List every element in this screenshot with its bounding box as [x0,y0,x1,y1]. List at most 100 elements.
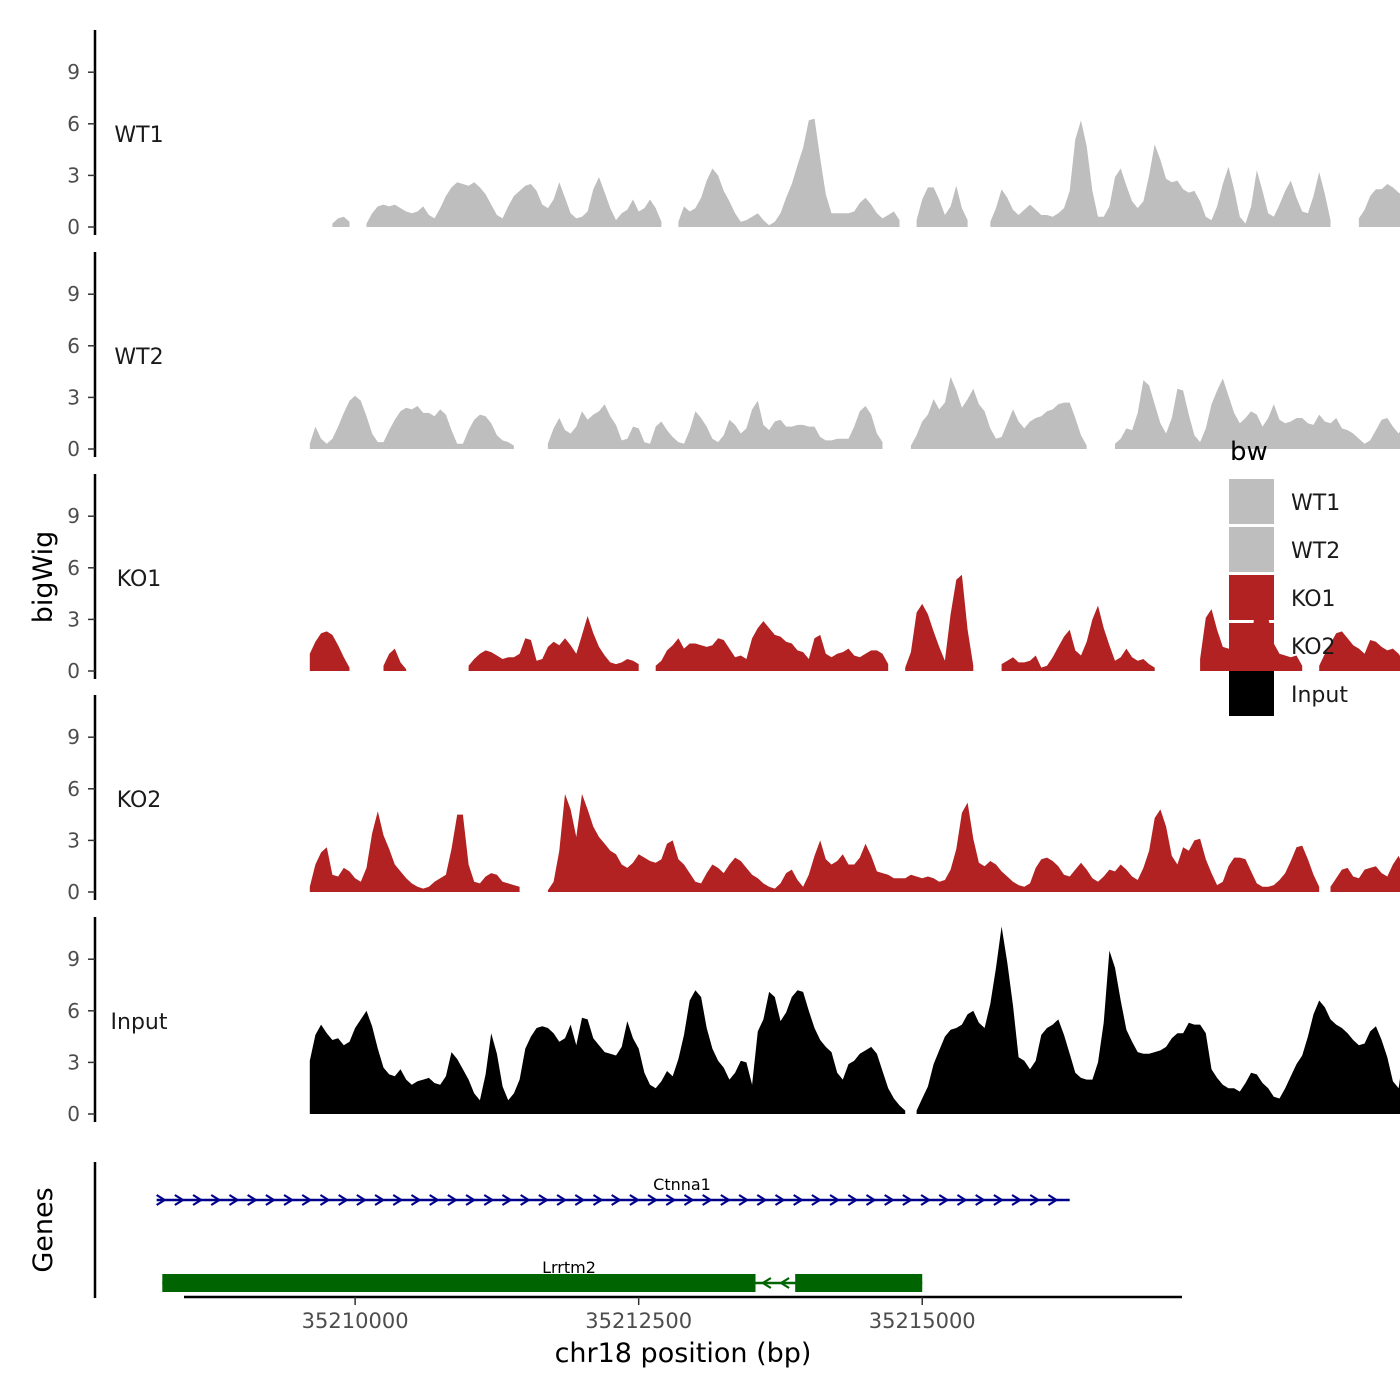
coverage-area [468,616,639,671]
y-tick-label: 3 [67,163,80,187]
track-ko2: 0 3 6 9 KO2 [67,695,1400,904]
strand-arrow [760,1277,772,1289]
coverage-area [309,811,520,892]
track-label: WT2 [114,345,163,370]
legend-label: WT2 [1291,539,1340,564]
x-axis: 35210000 35212500 35215000 [184,1295,1182,1333]
strand-arrow [975,1194,986,1206]
y-tick-label: 0 [67,880,80,904]
strand-arrow [1011,1194,1023,1206]
strand-arrow [665,1194,677,1206]
legend-swatch [1229,623,1274,668]
coverage-tracks: 0 3 6 9 WT1 0 3 6 9 WT2 0 3 6 9 KO1 0 3 6 9 KO2 0 3 6 9 Input [67,30,1400,1126]
legend-label: KO2 [1291,635,1336,660]
y-tick-label: 0 [67,437,80,461]
strand-arrow [301,1194,313,1206]
strand-arrow [756,1194,768,1206]
strand-arrow [720,1194,731,1206]
track-input: 0 3 6 9 Input [67,917,1400,1126]
y-tick-label: 0 [67,215,80,239]
track-label: KO1 [117,567,162,592]
track-label: Input [111,1010,168,1035]
gene-track: Ctnna1 Lrrtm2 [93,1162,1070,1298]
legend-label: Input [1291,683,1348,708]
legend-label: KO1 [1291,587,1336,612]
legend-swatch [1229,479,1274,524]
strand-arrow [629,1194,640,1206]
strand-arrow [392,1194,404,1206]
strand-arrow [283,1194,295,1206]
y-axis-title: bigWig [28,531,59,624]
strand-arrow [501,1194,513,1206]
track-wt2: 0 3 6 9 WT2 [67,252,1400,461]
coverage-area [910,376,1087,449]
y-tick-label: 6 [67,556,80,580]
y-tick-label: 6 [67,112,80,136]
strand-arrow [774,1194,786,1206]
coverage-area [309,990,906,1114]
y-tick-label: 9 [67,282,80,306]
legend: WT1 WT2 KO1 KO2 Input [1229,479,1348,716]
strand-arrow [156,1194,167,1206]
gene-label: Lrrtm2 [542,1258,596,1277]
strand-arrow [174,1194,185,1206]
strand-arrow [647,1194,659,1206]
coverage-area [1330,855,1400,892]
gene-ctnna1: Ctnna1 [156,1175,1070,1206]
y-tick-label: 3 [67,385,80,409]
strand-arrow [556,1194,568,1206]
gene-label: Ctnna1 [653,1175,711,1194]
y-tick-label: 3 [67,1050,80,1074]
strand-arrow [410,1194,422,1206]
strand-arrow [319,1194,331,1206]
genes-axis-title: Genes [28,1187,59,1272]
strand-arrow [811,1194,822,1206]
strand-arrow [779,1277,790,1289]
strand-arrow [902,1194,913,1206]
strand-arrow [374,1194,386,1206]
strand-arrow [592,1194,604,1206]
strand-arrow [447,1194,458,1206]
coverage-area [916,926,1400,1114]
strand-arrow [884,1194,895,1206]
legend-item-ko1: KO1 [1229,575,1336,620]
coverage-area [309,395,514,449]
coverage-area [655,621,889,671]
y-tick-label: 9 [67,60,80,84]
strand-arrow [793,1194,804,1206]
coverage-area [905,574,974,671]
strand-arrow [338,1194,349,1206]
coverage-area [916,185,968,227]
strand-arrow [192,1194,204,1206]
coverage-area [990,120,1331,227]
track-ko1: 0 3 6 9 KO1 [67,474,1400,683]
legend-item-wt2: WT2 [1229,527,1340,572]
x-tick-label: 35212500 [585,1309,692,1333]
strand-arrow [738,1194,750,1206]
y-tick-label: 9 [67,725,80,749]
y-tick-label: 3 [67,828,80,852]
track-label: WT1 [114,123,163,148]
legend-item-ko2: KO2 [1229,623,1336,668]
strand-arrow [920,1194,932,1206]
strand-arrow [520,1194,531,1206]
strand-arrow [538,1194,549,1206]
strand-arrow [956,1194,968,1206]
track-wt1: 0 3 6 9 WT1 [67,30,1400,239]
y-tick-label: 9 [67,947,80,971]
strand-arrow [683,1194,695,1206]
legend-title: bw [1230,437,1268,467]
strand-arrow [702,1194,713,1206]
coverage-area [332,216,350,227]
legend-item-input: Input [1229,671,1348,716]
coverage-area [1200,581,1303,671]
y-tick-label: 9 [67,504,80,528]
strand-arrow [247,1194,258,1206]
y-tick-label: 6 [67,334,80,358]
coverage-area [678,118,900,227]
strand-arrow [356,1194,367,1206]
coverage-area [1115,378,1400,449]
strand-arrow [574,1194,586,1206]
strand-arrow [611,1194,622,1206]
